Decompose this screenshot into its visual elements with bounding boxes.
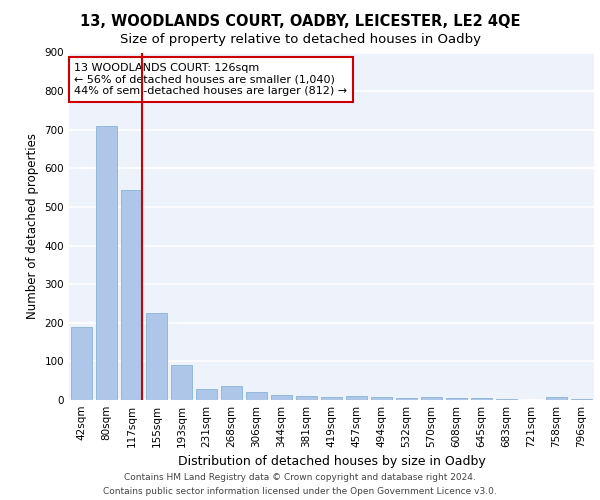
Y-axis label: Number of detached properties: Number of detached properties [26, 133, 39, 320]
Bar [146, 313, 167, 400]
Bar [346, 396, 367, 400]
Bar [196, 389, 217, 400]
Bar [446, 398, 467, 400]
Bar [546, 398, 567, 400]
Bar [571, 399, 592, 400]
Bar [371, 398, 392, 400]
Bar [321, 398, 342, 400]
X-axis label: Distribution of detached houses by size in Oadby: Distribution of detached houses by size … [178, 456, 485, 468]
Bar [221, 386, 242, 400]
Bar [121, 190, 142, 400]
Text: Contains public sector information licensed under the Open Government Licence v3: Contains public sector information licen… [103, 486, 497, 496]
Bar [71, 326, 92, 400]
Bar [296, 396, 317, 400]
Text: 13 WOODLANDS COURT: 126sqm
← 56% of detached houses are smaller (1,040)
44% of s: 13 WOODLANDS COURT: 126sqm ← 56% of deta… [74, 63, 347, 96]
Text: 13, WOODLANDS COURT, OADBY, LEICESTER, LE2 4QE: 13, WOODLANDS COURT, OADBY, LEICESTER, L… [80, 14, 520, 29]
Bar [471, 398, 492, 400]
Bar [396, 398, 417, 400]
Bar [496, 399, 517, 400]
Text: Size of property relative to detached houses in Oadby: Size of property relative to detached ho… [119, 32, 481, 46]
Bar [271, 395, 292, 400]
Bar [171, 365, 192, 400]
Bar [96, 126, 117, 400]
Bar [421, 397, 442, 400]
Bar [246, 392, 267, 400]
Text: Contains HM Land Registry data © Crown copyright and database right 2024.: Contains HM Land Registry data © Crown c… [124, 473, 476, 482]
